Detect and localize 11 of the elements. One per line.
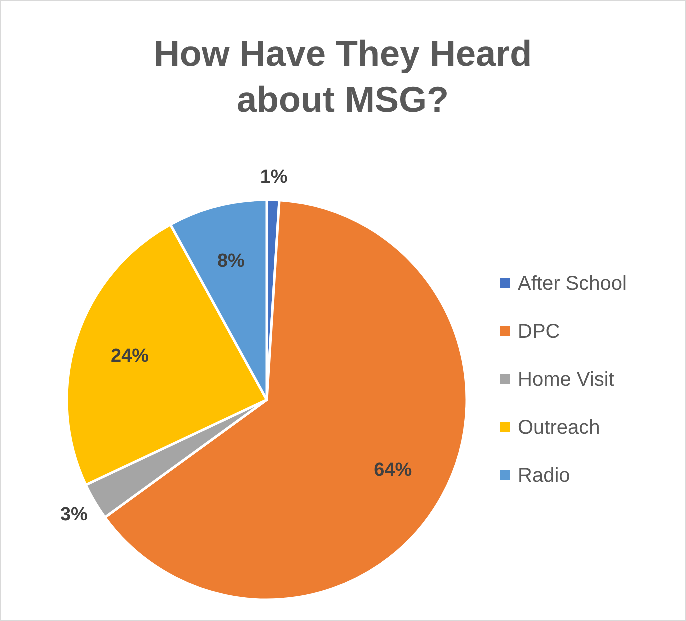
legend-label: Radio xyxy=(518,465,570,487)
legend-label: After School xyxy=(518,273,627,295)
legend-label: Home Visit xyxy=(518,369,615,391)
legend-label: Outreach xyxy=(518,417,600,439)
data-label: 3% xyxy=(60,504,88,526)
data-label: 1% xyxy=(260,166,288,188)
data-label: 64% xyxy=(374,460,412,482)
chart-title: How Have They Heard about MSG? xyxy=(154,33,532,120)
legend-label: DPC xyxy=(518,321,560,343)
data-label: 24% xyxy=(111,346,150,368)
data-label: 8% xyxy=(217,251,246,272)
